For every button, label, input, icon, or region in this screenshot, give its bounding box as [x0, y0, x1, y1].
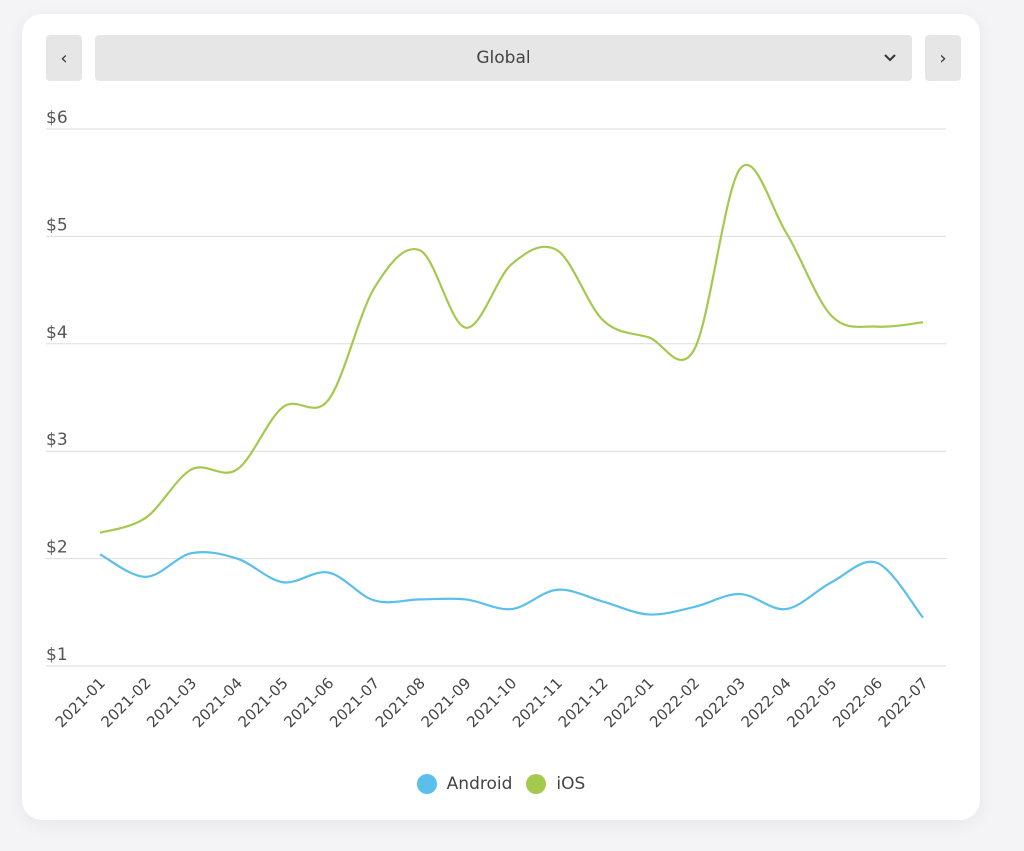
chevron-down-icon	[884, 54, 896, 62]
y-tick-label: $6	[46, 108, 68, 128]
y-tick-label: $3	[46, 430, 68, 450]
y-tick-label: $4	[46, 323, 68, 343]
x-tick-label: 2022-06	[829, 674, 886, 731]
legend-swatch	[526, 774, 547, 794]
legend-swatch	[416, 774, 437, 794]
region-select[interactable]: Global	[95, 35, 912, 81]
y-tick-label: $5	[46, 215, 68, 235]
legend-label: iOS	[556, 774, 586, 794]
y-tick-label: $1	[46, 645, 68, 665]
legend-label: Android	[446, 774, 513, 794]
chart-card: ‹ Global › $1 $2 $3 $4 $5 $6 2021-01 2021-02 202…	[22, 14, 980, 820]
line-chart: $1$2$3$4$5$62021-012021-022021-032021-04…	[46, 108, 946, 731]
legend-item-ios[interactable]: iOS	[526, 774, 585, 794]
x-tick-label: 2022-07	[875, 674, 932, 731]
legend-item-android[interactable]: Android	[416, 774, 513, 794]
chevron-left-icon: ‹	[60, 47, 68, 69]
previous-button[interactable]: ‹	[46, 35, 82, 81]
chevron-right-icon: ›	[939, 47, 947, 69]
x-tick-label: 2021-09	[418, 674, 475, 731]
series-line-ios	[99, 164, 924, 534]
chart-legend: Android iOS	[22, 774, 980, 794]
next-button[interactable]: ›	[925, 35, 961, 81]
x-tick-label: 2021-05	[235, 674, 292, 731]
y-tick-label: $2	[46, 538, 68, 558]
series-line-android	[99, 551, 924, 619]
x-tick-label: 2022-02	[646, 674, 703, 731]
region-select-value: Global	[476, 48, 531, 68]
